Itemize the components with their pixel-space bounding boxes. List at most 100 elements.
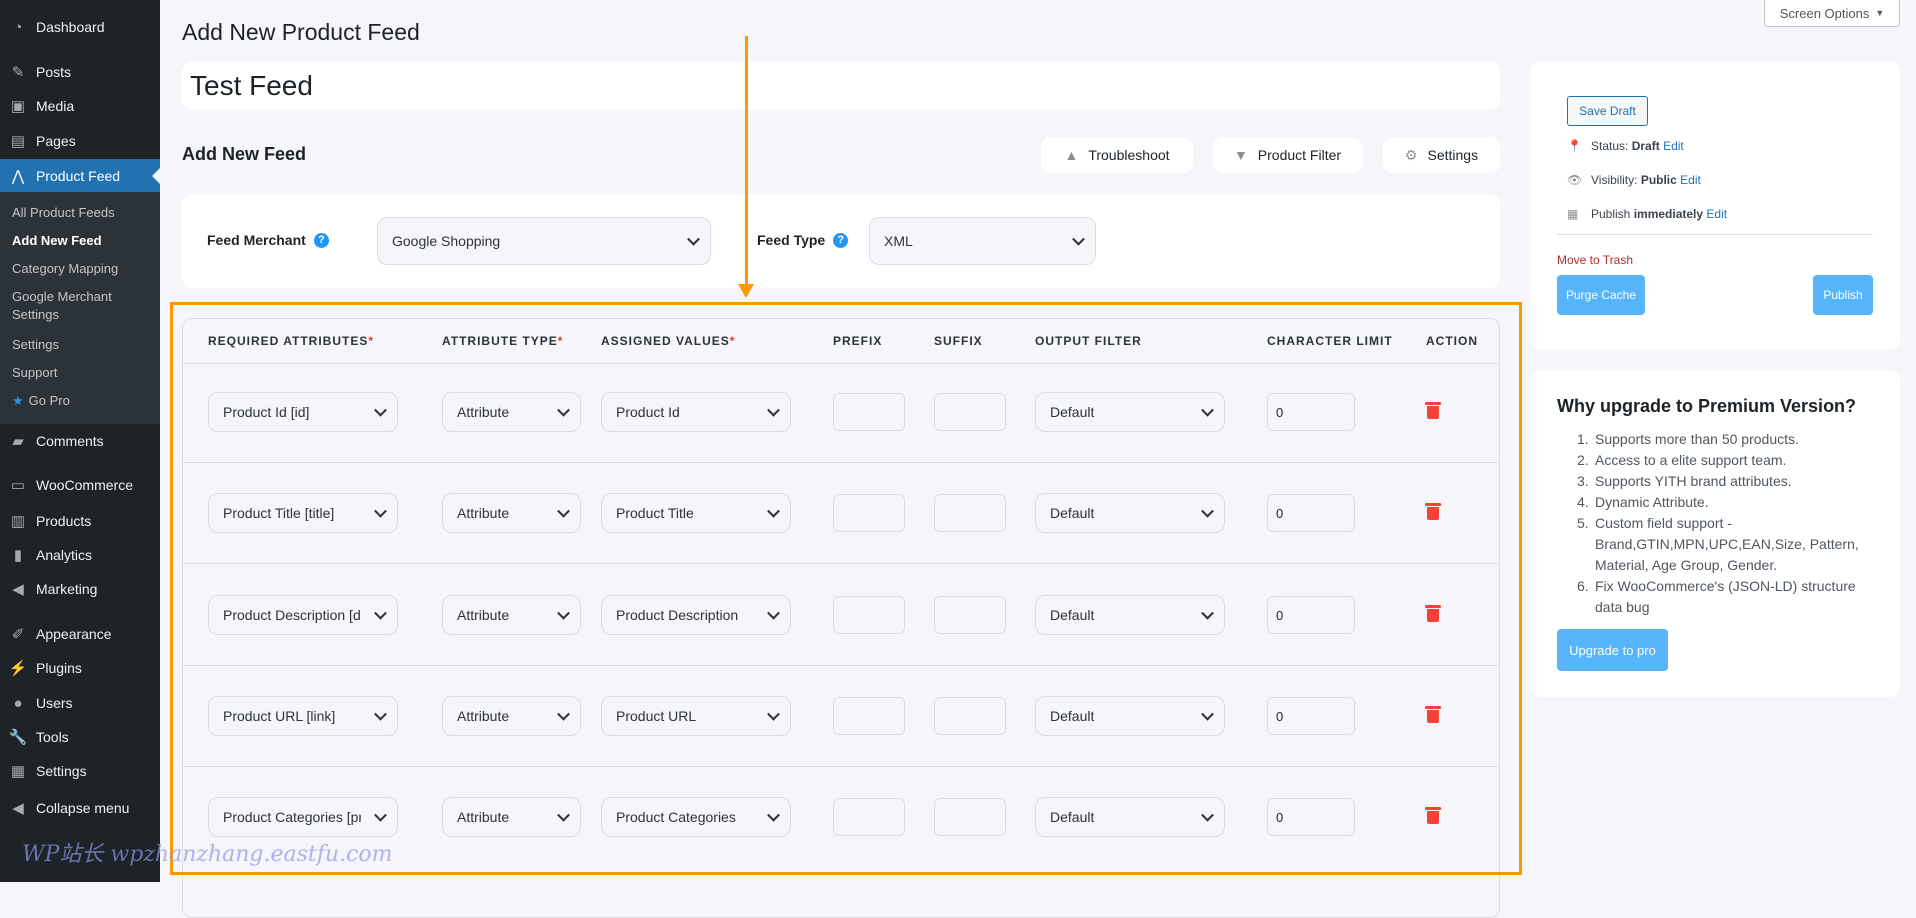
- feed-type-select[interactable]: XML: [869, 217, 1096, 265]
- save-draft-button[interactable]: Save Draft: [1567, 96, 1648, 126]
- page-title: Add New Product Feed: [182, 19, 420, 45]
- feed-merchant-select[interactable]: Google Shopping: [377, 217, 711, 265]
- premium-feature-item: 4. Dynamic Attribute.: [1577, 494, 1709, 510]
- chevron-down-icon: [1072, 232, 1085, 246]
- sidebar-item-appearance[interactable]: ✐ Appearance: [0, 617, 160, 651]
- assigned-value-select[interactable]: Product Categories: [601, 797, 791, 837]
- sidebar-item-dashboard[interactable]: ◔ Dashboard: [0, 10, 160, 44]
- sidebar-item-marketing[interactable]: ◀ Marketing: [0, 572, 160, 606]
- premium-feature-item: 3. Supports YITH brand attributes.: [1577, 473, 1792, 489]
- required-attribute-select[interactable]: Product URL [link]: [208, 696, 398, 736]
- output-filter-select[interactable]: Default: [1035, 595, 1225, 635]
- settings-button[interactable]: ⚙ Settings: [1383, 137, 1500, 173]
- dashboard-icon: ◔: [13, 18, 23, 36]
- filter-icon: ▼: [1233, 147, 1248, 163]
- prefix-input[interactable]: [833, 393, 905, 431]
- trash-icon[interactable]: [1425, 503, 1441, 520]
- publish-button[interactable]: Publish: [1813, 275, 1873, 315]
- edit-status-link[interactable]: Edit: [1663, 139, 1684, 153]
- feed-merchant-label: Feed Merchant?: [207, 232, 329, 248]
- prefix-input[interactable]: [833, 494, 905, 532]
- submenu-item-google-merchant-settings[interactable]: Google Merchant Settings: [12, 289, 112, 322]
- suffix-input[interactable]: [934, 393, 1006, 431]
- submenu-item-category-mapping[interactable]: Category Mapping: [12, 261, 119, 276]
- submenu-item-go-pro[interactable]: ★ Go Pro: [12, 393, 70, 408]
- edit-visibility-link[interactable]: Edit: [1680, 173, 1701, 187]
- character-limit-input[interactable]: 0: [1267, 697, 1355, 735]
- output-filter-select[interactable]: Default: [1035, 696, 1225, 736]
- character-limit-input[interactable]: 0: [1267, 494, 1355, 532]
- output-filter-select[interactable]: Default: [1035, 493, 1225, 533]
- sidebar-item-comments[interactable]: ▰ Comments: [0, 424, 160, 458]
- sidebar-item-settings[interactable]: ▦ Settings: [0, 754, 160, 788]
- help-icon[interactable]: ?: [313, 232, 329, 248]
- purge-cache-button[interactable]: Purge Cache: [1557, 275, 1645, 315]
- assigned-value-select[interactable]: Product URL: [601, 696, 791, 736]
- collapse-icon: ◀: [12, 800, 24, 817]
- assigned-value-select[interactable]: Product Title: [601, 493, 791, 533]
- sidebar-item-users[interactable]: ● Users: [0, 686, 160, 720]
- products-icon: ▥: [10, 513, 26, 530]
- prefix-input[interactable]: [833, 697, 905, 735]
- sidebar-item-media[interactable]: ▣ Media: [0, 89, 160, 123]
- submenu-item-add-new-feed[interactable]: Add New Feed: [12, 233, 102, 248]
- assigned-value-select[interactable]: Product Id: [601, 392, 791, 432]
- suffix-input[interactable]: [934, 596, 1006, 634]
- screen-options-button[interactable]: Screen Options ▼: [1764, 0, 1900, 27]
- publish-date-row: ▦ Publish immediately Edit: [1567, 207, 1728, 221]
- help-icon[interactable]: ?: [833, 232, 849, 248]
- character-limit-input[interactable]: 0: [1267, 798, 1355, 836]
- divider: [183, 363, 1499, 364]
- trash-icon[interactable]: [1425, 402, 1441, 419]
- sidebar-item-tools[interactable]: 🔧 Tools: [0, 720, 160, 754]
- suffix-input[interactable]: [934, 494, 1006, 532]
- sidebar-item-analytics[interactable]: ▮ Analytics: [0, 538, 160, 572]
- required-attribute-select[interactable]: Product Categories [product_type]: [208, 797, 398, 837]
- attribute-type-select[interactable]: Attribute: [442, 392, 581, 432]
- trash-icon[interactable]: [1425, 706, 1441, 723]
- product-filter-button[interactable]: ▼ Product Filter: [1213, 137, 1362, 173]
- trash-icon[interactable]: [1425, 807, 1441, 824]
- sidebar-item-plugins[interactable]: ⚡ Plugins: [0, 651, 160, 685]
- attribute-type-select[interactable]: Attribute: [442, 696, 581, 736]
- plugins-icon: ⚡: [8, 660, 28, 677]
- troubleshoot-button[interactable]: ▲ Troubleshoot: [1041, 137, 1193, 173]
- submenu-item-settings[interactable]: Settings: [12, 337, 59, 352]
- arrow-head-icon: [738, 284, 754, 298]
- assigned-value-select[interactable]: Product Description: [601, 595, 791, 635]
- attribute-type-select[interactable]: Attribute: [442, 493, 581, 533]
- attribute-type-select[interactable]: Attribute: [442, 595, 581, 635]
- required-attribute-select[interactable]: Product Description [description]: [208, 595, 398, 635]
- submenu-item-support[interactable]: Support: [12, 365, 58, 380]
- sidebar-item-product-feed[interactable]: ⋀ Product Feed: [0, 159, 160, 193]
- move-to-trash-link[interactable]: Move to Trash: [1557, 253, 1634, 267]
- character-limit-input[interactable]: 0: [1267, 393, 1355, 431]
- character-limit-input[interactable]: 0: [1267, 596, 1355, 634]
- suffix-input[interactable]: [934, 697, 1006, 735]
- column-header: ACTION: [1426, 334, 1478, 348]
- sidebar-item-posts[interactable]: ✎ Posts: [0, 55, 160, 89]
- edit-publish-link[interactable]: Edit: [1706, 207, 1728, 221]
- product-feed-submenu: All Product Feeds Add New Feed Category Ma…: [0, 192, 160, 424]
- sidebar-item-pages[interactable]: ▤ Pages: [0, 124, 160, 158]
- feed-title-input[interactable]: Test Feed: [182, 61, 1500, 110]
- attribute-type-select[interactable]: Attribute: [442, 797, 581, 837]
- sidebar-item-products[interactable]: ▥ Products: [0, 504, 160, 538]
- prefix-input[interactable]: [833, 798, 905, 836]
- suffix-input[interactable]: [934, 798, 1006, 836]
- sidebar-item-collapse-menu[interactable]: ◀ Collapse menu: [0, 791, 160, 825]
- prefix-input[interactable]: [833, 596, 905, 634]
- output-filter-select[interactable]: Default: [1035, 392, 1225, 432]
- required-attribute-select[interactable]: Product Id [id]: [208, 392, 398, 432]
- gear-icon: ⚙: [1404, 146, 1418, 163]
- submenu-item-all-product-feeds[interactable]: All Product Feeds: [12, 205, 115, 220]
- required-attribute-select[interactable]: Product Title [title]: [208, 493, 398, 533]
- analytics-icon: ▮: [13, 547, 23, 564]
- divider: [183, 563, 1499, 564]
- trash-icon[interactable]: [1425, 605, 1441, 622]
- sidebar-item-woocommerce[interactable]: ▭ WooCommerce: [0, 468, 160, 502]
- upgrade-to-pro-button[interactable]: Upgrade to pro: [1557, 629, 1668, 671]
- column-header: OUTPUT FILTER: [1035, 334, 1142, 348]
- product-feed-icon: ⋀: [11, 168, 25, 185]
- output-filter-select[interactable]: Default: [1035, 797, 1225, 837]
